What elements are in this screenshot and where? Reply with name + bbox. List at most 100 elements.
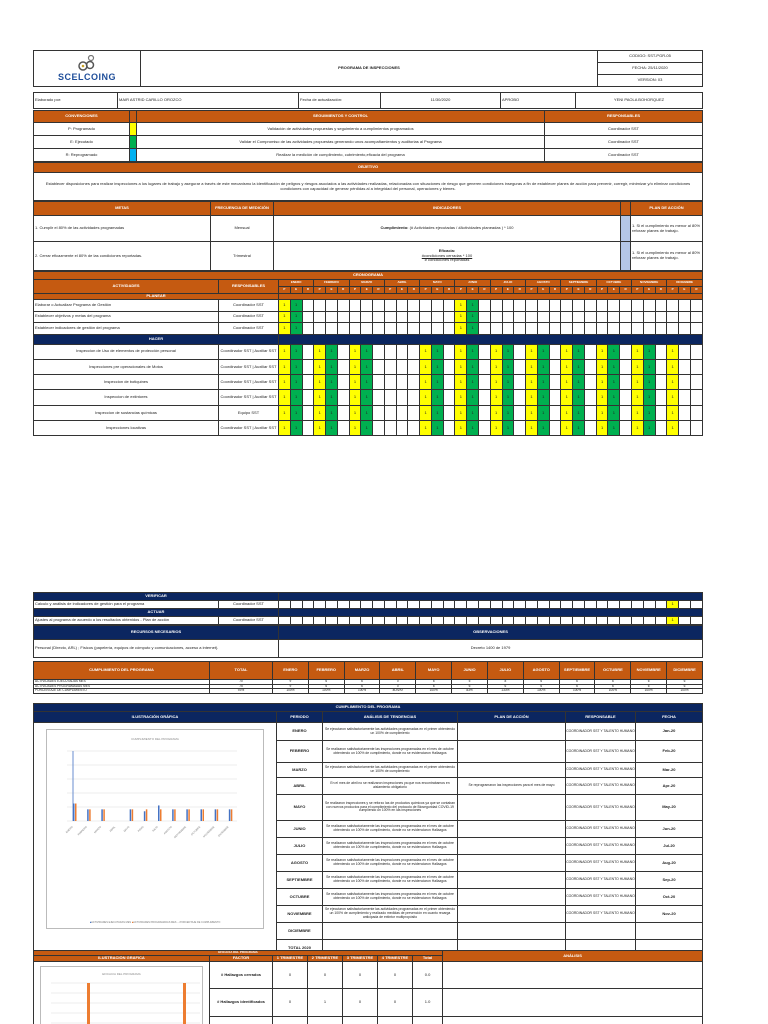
schedule-cell-e[interactable]: 1	[642, 374, 656, 391]
schedule-cell-r[interactable]	[619, 343, 632, 360]
schedule-cell-p[interactable]	[348, 322, 362, 335]
schedule-cell-r[interactable]	[513, 616, 527, 625]
schedule-cell-p[interactable]	[348, 310, 362, 323]
schedule-cell-p[interactable]: 1	[278, 299, 291, 312]
schedule-cell-p[interactable]	[630, 299, 644, 312]
schedule-cell-p[interactable]	[666, 322, 680, 335]
schedule-cell-e[interactable]: 1	[289, 299, 303, 312]
schedule-cell-e[interactable]: 1	[360, 404, 374, 421]
schedule-cell-r[interactable]	[442, 404, 456, 421]
schedule-cell-r[interactable]	[548, 404, 562, 421]
schedule-cell-e[interactable]: 1	[466, 343, 480, 360]
schedule-cell-e[interactable]: 1	[607, 358, 621, 376]
schedule-cell-e[interactable]	[325, 616, 338, 625]
schedule-cell-p[interactable]: 1	[348, 343, 362, 360]
schedule-cell-p[interactable]: 1	[419, 358, 432, 376]
schedule-cell-p[interactable]: 1	[560, 343, 574, 360]
schedule-cell-e[interactable]	[395, 616, 409, 625]
schedule-cell-r[interactable]	[619, 299, 632, 312]
schedule-cell-e[interactable]: 1	[536, 389, 550, 406]
schedule-cell-r[interactable]	[478, 419, 491, 437]
schedule-cell-p[interactable]: 1	[525, 358, 538, 376]
schedule-cell-r[interactable]	[619, 310, 632, 323]
schedule-cell-r[interactable]	[583, 358, 597, 376]
schedule-cell-e[interactable]	[395, 374, 409, 391]
schedule-cell-e[interactable]: 1	[642, 358, 656, 376]
schedule-cell-e[interactable]: 1	[642, 419, 656, 437]
schedule-cell-e[interactable]	[360, 310, 374, 323]
schedule-cell-p[interactable]: 1	[313, 374, 327, 391]
schedule-cell-r[interactable]	[548, 389, 562, 406]
schedule-cell-p[interactable]	[595, 299, 609, 312]
schedule-cell-r[interactable]	[583, 404, 597, 421]
schedule-cell-r[interactable]	[654, 419, 668, 437]
schedule-cell-e[interactable]	[572, 310, 585, 323]
schedule-cell-p[interactable]: 1	[454, 310, 468, 323]
schedule-cell-p[interactable]: 1	[313, 343, 327, 360]
schedule-cell-p[interactable]: 1	[595, 419, 609, 437]
schedule-cell-r[interactable]	[619, 404, 632, 421]
schedule-cell-r[interactable]	[689, 419, 704, 437]
schedule-cell-r[interactable]	[583, 322, 597, 335]
schedule-cell-p[interactable]	[560, 616, 574, 625]
schedule-cell-r[interactable]	[654, 322, 668, 335]
schedule-cell-p[interactable]	[383, 343, 397, 360]
schedule-cell-p[interactable]: 1	[630, 343, 644, 360]
schedule-cell-p[interactable]: 1	[666, 404, 680, 421]
schedule-cell-p[interactable]	[383, 358, 397, 376]
schedule-cell-r[interactable]	[301, 358, 315, 376]
schedule-cell-p[interactable]: 1	[595, 389, 609, 406]
schedule-cell-e[interactable]	[395, 310, 409, 323]
schedule-cell-r[interactable]	[442, 343, 456, 360]
schedule-cell-p[interactable]	[278, 600, 291, 609]
schedule-cell-e[interactable]: 1	[501, 419, 515, 437]
schedule-cell-r[interactable]	[336, 322, 350, 335]
schedule-cell-e[interactable]: 1	[501, 374, 515, 391]
schedule-cell-r[interactable]	[654, 616, 668, 625]
schedule-cell-e[interactable]: 1	[360, 419, 374, 437]
schedule-cell-e[interactable]: 1	[325, 374, 338, 391]
schedule-cell-e[interactable]	[678, 600, 691, 609]
schedule-cell-r[interactable]	[513, 600, 527, 609]
schedule-cell-e[interactable]	[501, 322, 515, 335]
schedule-cell-e[interactable]	[642, 600, 656, 609]
schedule-cell-p[interactable]	[630, 600, 644, 609]
schedule-cell-r[interactable]	[513, 374, 527, 391]
schedule-cell-r[interactable]	[407, 299, 421, 312]
schedule-cell-p[interactable]: 1	[454, 358, 468, 376]
schedule-cell-p[interactable]	[383, 404, 397, 421]
schedule-cell-p[interactable]	[419, 600, 432, 609]
schedule-cell-e[interactable]	[572, 322, 585, 335]
schedule-cell-e[interactable]	[678, 419, 691, 437]
schedule-cell-r[interactable]	[372, 322, 385, 335]
schedule-cell-e[interactable]: 1	[572, 389, 585, 406]
schedule-cell-e[interactable]: 1	[430, 419, 444, 437]
schedule-cell-e[interactable]	[325, 310, 338, 323]
schedule-cell-p[interactable]: 1	[666, 374, 680, 391]
schedule-cell-r[interactable]	[689, 374, 704, 391]
schedule-cell-r[interactable]	[407, 374, 421, 391]
schedule-cell-e[interactable]	[501, 310, 515, 323]
schedule-cell-r[interactable]	[442, 600, 456, 609]
schedule-cell-r[interactable]	[513, 404, 527, 421]
schedule-cell-p[interactable]: 1	[348, 404, 362, 421]
schedule-cell-r[interactable]	[372, 310, 385, 323]
schedule-cell-r[interactable]	[478, 389, 491, 406]
schedule-cell-e[interactable]: 1	[572, 404, 585, 421]
schedule-cell-p[interactable]: 1	[419, 419, 432, 437]
schedule-cell-e[interactable]: 1	[430, 358, 444, 376]
schedule-cell-p[interactable]: 1	[666, 358, 680, 376]
schedule-cell-p[interactable]	[383, 322, 397, 335]
schedule-cell-e[interactable]	[501, 299, 515, 312]
schedule-cell-e[interactable]: 1	[572, 358, 585, 376]
schedule-cell-p[interactable]	[419, 299, 432, 312]
schedule-cell-p[interactable]	[383, 419, 397, 437]
schedule-cell-e[interactable]	[678, 374, 691, 391]
schedule-cell-r[interactable]	[407, 322, 421, 335]
schedule-cell-e[interactable]: 1	[466, 374, 480, 391]
schedule-cell-r[interactable]	[654, 404, 668, 421]
schedule-cell-e[interactable]	[325, 299, 338, 312]
schedule-cell-p[interactable]: 1	[419, 404, 432, 421]
schedule-cell-r[interactable]	[689, 389, 704, 406]
schedule-cell-p[interactable]: 1	[278, 310, 291, 323]
